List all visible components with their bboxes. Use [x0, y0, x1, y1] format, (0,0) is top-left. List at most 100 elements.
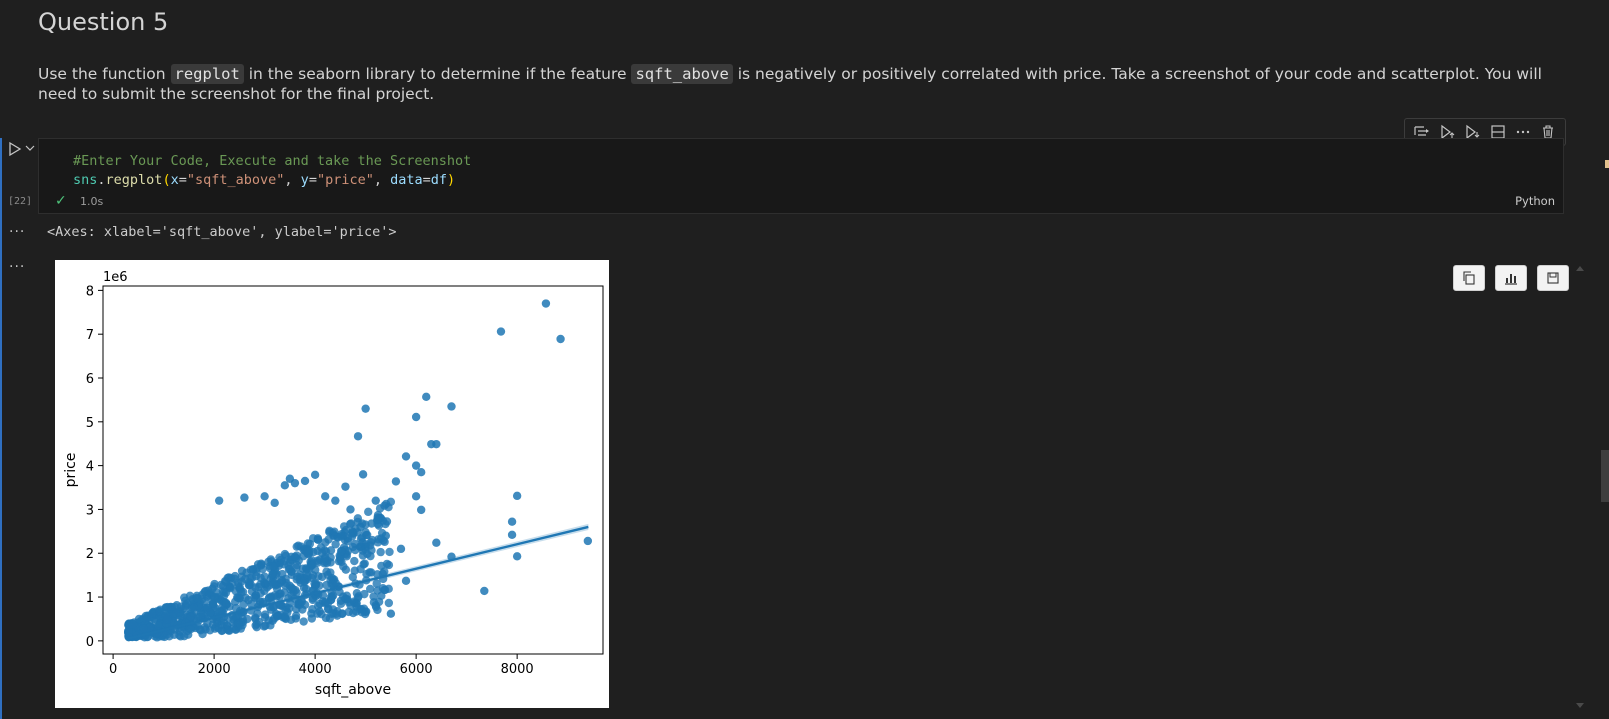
y-tick-label: 3 — [86, 503, 94, 518]
scatter-point — [356, 522, 365, 532]
language-selector[interactable]: Python — [1515, 194, 1555, 208]
regression-line — [127, 525, 589, 640]
scatter-point — [256, 588, 265, 598]
scatter-point — [371, 496, 380, 505]
token-param-x: x — [170, 172, 179, 188]
code-line-1: #Enter Your Code, Execute and take the S… — [73, 152, 471, 171]
output-more-icon[interactable]: ··· — [9, 224, 26, 240]
scatter-point — [380, 567, 389, 576]
scatter-point — [361, 404, 370, 413]
scatter-point — [220, 576, 230, 586]
y-offset-label: 1e6 — [103, 270, 128, 285]
scatter-point — [335, 553, 345, 562]
execute-above-icon[interactable] — [1437, 122, 1457, 142]
scatter-point — [283, 608, 292, 617]
token-comma: , — [373, 172, 391, 188]
scatter-point — [244, 595, 253, 605]
y-tick-label: 7 — [86, 328, 94, 343]
run-by-line-icon[interactable] — [1412, 122, 1432, 142]
scroll-down-icon[interactable] — [1576, 703, 1584, 709]
run-cell-icon[interactable] — [8, 141, 22, 157]
plot-output: 0 2000 4000 6000 8000 0 1 2 3 4 5 6 7 8 1e6 sqft_above p… — [55, 260, 609, 708]
code-cell[interactable]: #Enter Your Code, Execute and take the S… — [38, 138, 1564, 214]
scatter-point — [255, 597, 265, 606]
save-icon[interactable] — [1537, 265, 1569, 291]
y-tick-label: 5 — [86, 416, 94, 431]
gutter-change-marker — [1605, 160, 1609, 168]
scatter-point — [186, 625, 195, 634]
scatter-point — [381, 531, 391, 540]
output-more-icon[interactable]: ··· — [9, 259, 26, 275]
token-eq: = — [308, 172, 317, 188]
scatter-point — [303, 547, 312, 556]
scatter-point — [347, 532, 357, 541]
scatter-point — [245, 578, 254, 587]
scatter-point — [324, 535, 333, 544]
scatter-point — [228, 624, 238, 633]
scatter-point — [480, 586, 489, 596]
scatter-point — [234, 578, 243, 588]
cell-focus-indicator — [0, 138, 2, 719]
scatter-point — [331, 540, 340, 549]
token-df: df — [430, 172, 448, 188]
scatter-point — [336, 596, 346, 605]
scatter-point — [315, 581, 324, 590]
scatter-point — [422, 392, 431, 402]
scatter-point — [330, 527, 339, 536]
scatter-point — [272, 612, 282, 621]
scatter-point — [268, 569, 277, 579]
x-tick-label: 0 — [109, 662, 117, 677]
scatter-point — [327, 609, 336, 618]
scatter-point — [556, 334, 565, 344]
scatter-point — [416, 505, 426, 515]
chart-icon[interactable] — [1495, 265, 1527, 291]
y-tick-label: 4 — [86, 460, 94, 475]
scatter-point — [373, 515, 382, 525]
scatter-point — [360, 589, 369, 599]
scatter-point — [364, 507, 373, 517]
scatter-point — [326, 575, 335, 585]
markdown-heading: Question 5 — [38, 8, 169, 36]
para-text-1: Use the function — [38, 65, 171, 83]
axes-frame — [102, 285, 604, 655]
scatter-point — [221, 598, 231, 608]
scatter-point — [359, 560, 368, 569]
scatter-point — [292, 542, 301, 551]
scatter-point — [154, 621, 163, 630]
scatter-point — [254, 617, 264, 627]
scrollbar-thumb[interactable] — [1601, 450, 1609, 502]
scatter-point — [348, 572, 357, 582]
code-editor[interactable]: #Enter Your Code, Execute and take the S… — [73, 152, 471, 190]
scatter-point — [196, 626, 205, 635]
chevron-down-icon[interactable] — [24, 142, 36, 154]
scatter-point — [352, 602, 361, 611]
copy-icon[interactable] — [1453, 265, 1485, 291]
execute-below-icon[interactable] — [1462, 122, 1482, 142]
scatter-point — [331, 496, 340, 505]
scatter-point — [163, 602, 172, 612]
scatter-point — [308, 534, 318, 543]
output-text: <Axes: xlabel='sqft_above', ylabel='pric… — [47, 224, 397, 240]
scatter-point — [391, 477, 401, 486]
scatter-point — [186, 612, 196, 621]
scroll-up-icon[interactable] — [1576, 265, 1584, 271]
code-comment: #Enter Your Code, Execute and take the S… — [73, 153, 472, 169]
scatter-point — [447, 402, 456, 411]
scatter-point — [352, 589, 362, 598]
scatter-point — [357, 608, 367, 617]
scatter-point — [362, 530, 372, 540]
scatter-point — [226, 584, 235, 593]
scatter-point — [297, 597, 307, 606]
more-icon[interactable] — [1513, 122, 1533, 142]
para-text-3: is negatively or positively correlated w… — [38, 65, 1542, 103]
scatter-point — [299, 617, 308, 626]
scatter-point — [201, 586, 210, 596]
scatter-point — [317, 548, 327, 558]
token-close-paren: ) — [447, 172, 456, 188]
scatter-point — [350, 566, 359, 575]
scatter-point — [264, 593, 274, 602]
markdown-paragraph: Use the function regplot in the seaborn … — [38, 64, 1578, 104]
scatter-point — [321, 492, 330, 501]
scatter-point — [336, 532, 346, 541]
scatter-point — [337, 609, 347, 619]
